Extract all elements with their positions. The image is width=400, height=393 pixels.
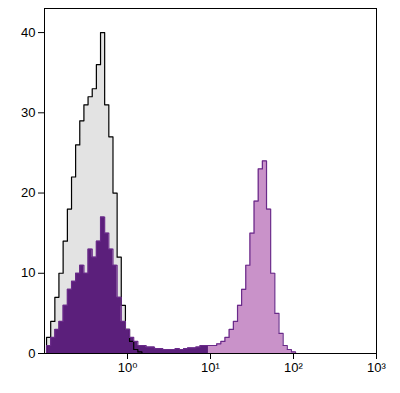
svg-text:10: 10 — [21, 265, 35, 280]
svg-text:40: 40 — [21, 25, 35, 40]
svg-text:10⁰: 10⁰ — [118, 360, 138, 375]
svg-text:30: 30 — [21, 105, 35, 120]
svg-text:10¹: 10¹ — [201, 360, 220, 375]
svg-text:20: 20 — [21, 185, 35, 200]
svg-text:0: 0 — [28, 346, 35, 361]
svg-text:10²: 10² — [284, 360, 303, 375]
svg-text:10³: 10³ — [367, 360, 386, 375]
